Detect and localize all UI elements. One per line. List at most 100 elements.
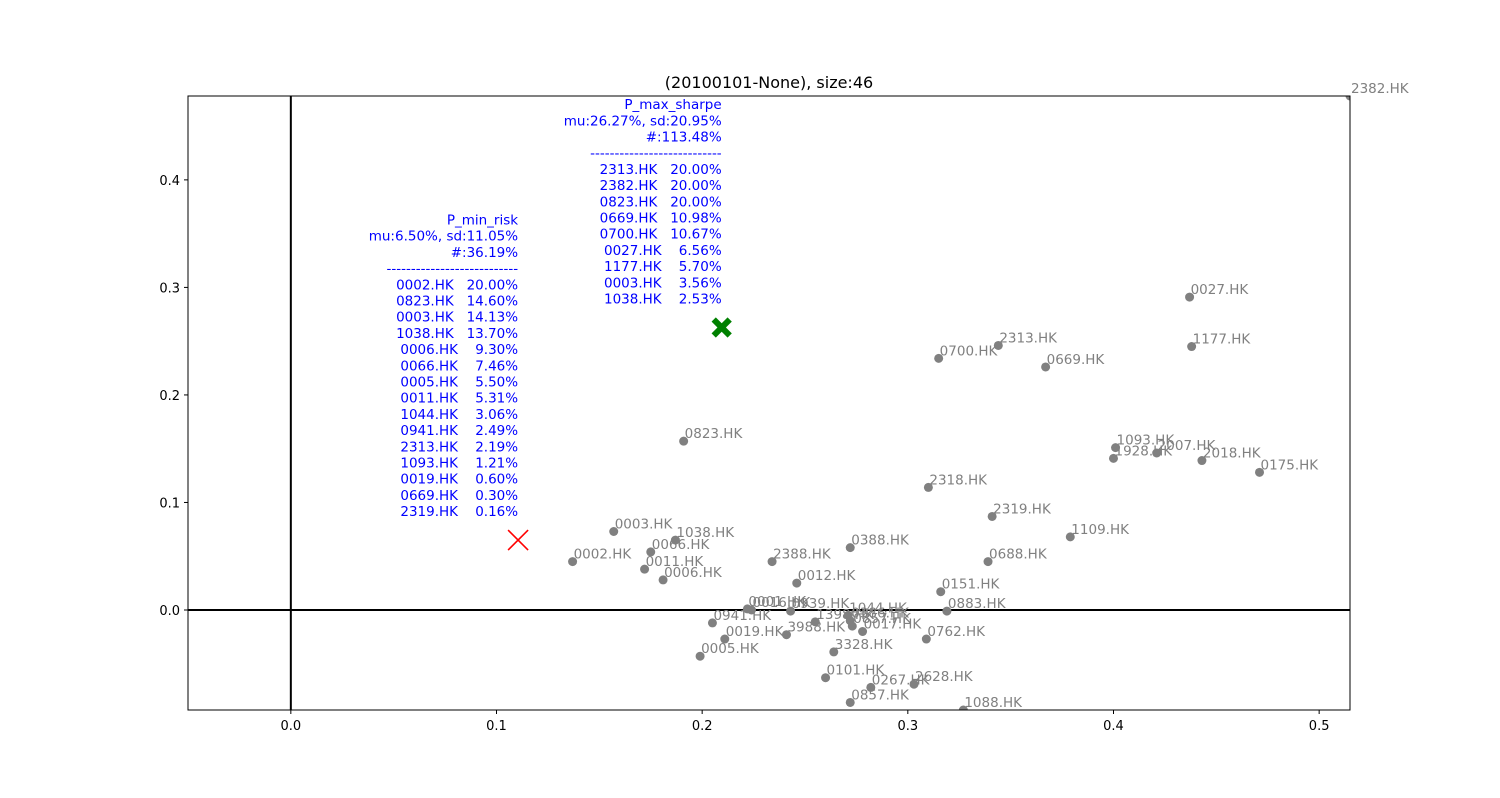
portfolio-annotation-line: 0006.HK 9.30% xyxy=(400,342,518,358)
data-point-label: 1093.HK xyxy=(1117,433,1176,449)
portfolio-annotation-line: 0003.HK 14.13% xyxy=(396,310,518,326)
data-point xyxy=(829,647,839,657)
portfolio-annotation-line: P_min_risk xyxy=(447,213,518,229)
portfolio-annotation-line: mu:6.50%, sd:11.05% xyxy=(369,229,519,245)
data-point xyxy=(936,587,946,597)
data-point xyxy=(1108,453,1118,463)
data-point xyxy=(609,526,619,536)
y-tick-label: 0.0 xyxy=(159,604,180,619)
y-tick-label: 0.4 xyxy=(159,174,180,189)
data-point xyxy=(866,682,876,692)
data-point-label: 2628.HK xyxy=(915,669,974,685)
portfolio-annotation-line: 0011.HK 5.31% xyxy=(400,391,518,407)
data-point-label: 0003.HK xyxy=(615,516,674,532)
data-point-label: 0017.HK xyxy=(864,617,923,633)
data-point-label: 0700.HK xyxy=(940,343,999,359)
y-tick-label: 0.3 xyxy=(159,281,180,296)
data-point xyxy=(720,634,730,644)
data-point xyxy=(1152,448,1162,458)
data-point-label: 1177.HK xyxy=(1193,332,1252,348)
data-point xyxy=(1197,456,1207,466)
data-point xyxy=(1111,443,1121,453)
data-point-label: 0011.HK xyxy=(646,554,705,570)
data-point-label: 0857.HK xyxy=(851,687,910,703)
data-point xyxy=(845,543,855,553)
data-point-label: 0016.HK xyxy=(753,595,812,611)
data-point xyxy=(909,679,919,689)
data-point xyxy=(845,697,855,707)
data-point xyxy=(923,482,933,492)
portfolio-annotation-line: 0005.HK 5.50% xyxy=(400,375,518,391)
portfolio-annotation-line: 0700.HK 10.67% xyxy=(600,227,722,243)
portfolio-annotation-line: 0823.HK 14.60% xyxy=(396,294,518,310)
portfolio-annotation-line: 0669.HK 10.98% xyxy=(600,211,722,227)
data-point-label: 0939.HK xyxy=(792,596,851,612)
data-point-label: 0002.HK xyxy=(574,547,633,563)
data-point xyxy=(640,564,650,574)
data-point-label: 1109.HK xyxy=(1071,522,1130,538)
y-tick-label: 0.2 xyxy=(159,389,180,404)
data-point xyxy=(707,618,717,628)
portfolio-annotation-line: #:36.19% xyxy=(451,245,519,261)
min-risk-marker xyxy=(507,529,529,551)
data-point-label: 2382.HK xyxy=(1351,81,1410,97)
x-tick-label: 0.1 xyxy=(486,719,507,734)
portfolio-annotation-line: 0669.HK 0.30% xyxy=(400,488,518,504)
portfolio-annotation-line: 0002.HK 20.00% xyxy=(396,277,518,293)
data-point-label: 0883.HK xyxy=(948,596,1007,612)
x-tick-label: 0.3 xyxy=(897,719,918,734)
portfolio-annotation-line: 0941.HK 2.49% xyxy=(400,423,518,439)
portfolio-annotation-line: 0019.HK 0.60% xyxy=(400,472,518,488)
data-point-label: 2319.HK xyxy=(993,501,1052,517)
data-point xyxy=(781,630,791,640)
data-point-label: 0005.HK xyxy=(701,641,760,657)
data-point xyxy=(786,606,796,616)
data-point-label: 3988.HK xyxy=(787,620,846,636)
data-point-label: 1038.HK xyxy=(676,525,735,541)
data-point-label: 1088.HK xyxy=(964,695,1023,711)
x-tick-label: 0.4 xyxy=(1103,719,1124,734)
data-point-label: 0027.HK xyxy=(1191,282,1250,298)
data-point-label: 0386.HK xyxy=(851,606,910,622)
data-point-label: 2007.HK xyxy=(1158,438,1217,454)
data-point xyxy=(1065,532,1075,542)
portfolio-annotation-line: P_max_sharpe xyxy=(624,97,721,113)
data-point-label: 0012.HK xyxy=(798,568,857,584)
data-point xyxy=(858,627,868,637)
data-point xyxy=(934,353,944,363)
data-point xyxy=(792,578,802,588)
data-point-label: 3328.HK xyxy=(835,637,894,653)
data-point xyxy=(670,535,680,545)
portfolio-annotation-line: 1044.HK 3.06% xyxy=(400,407,518,423)
data-point xyxy=(921,634,931,644)
data-point-label: 2018.HK xyxy=(1203,446,1262,462)
data-point xyxy=(1187,342,1197,352)
data-point-label: 0001.HK xyxy=(748,594,807,610)
data-point-label: 0388.HK xyxy=(851,533,910,549)
data-point xyxy=(1345,96,1350,101)
data-point xyxy=(847,621,857,631)
data-point-label: 2318.HK xyxy=(929,472,988,488)
data-point-label: 2313.HK xyxy=(999,330,1058,346)
data-point-label: 0941.HK xyxy=(713,608,772,624)
data-point-label: 0019.HK xyxy=(726,624,785,640)
x-tick-label: 0.2 xyxy=(692,719,713,734)
data-point xyxy=(987,511,997,521)
portfolio-annotation-line: 0066.HK 7.46% xyxy=(400,358,518,374)
portfolio-annotation-line: #:113.48% xyxy=(646,130,722,146)
data-point xyxy=(1185,292,1195,302)
data-point xyxy=(810,617,820,627)
portfolio-annotation-line: mu:26.27%, sd:20.95% xyxy=(564,113,722,129)
portfolio-annotation-line: 0027.HK 6.56% xyxy=(604,243,722,259)
data-point xyxy=(658,575,668,585)
data-point xyxy=(942,606,952,616)
portfolio-annotation-line: --------------------------- xyxy=(590,146,722,162)
portfolio-annotation-line: 1093.HK 1.21% xyxy=(400,456,518,472)
data-point xyxy=(747,605,757,615)
data-point-label: 0066.HK xyxy=(652,537,711,553)
data-point xyxy=(568,557,578,567)
data-point-label: 1398.HK xyxy=(816,607,875,623)
data-point-label: 0857.HK xyxy=(853,611,912,627)
chart-title: (20100101-None), size:46 xyxy=(665,73,873,92)
